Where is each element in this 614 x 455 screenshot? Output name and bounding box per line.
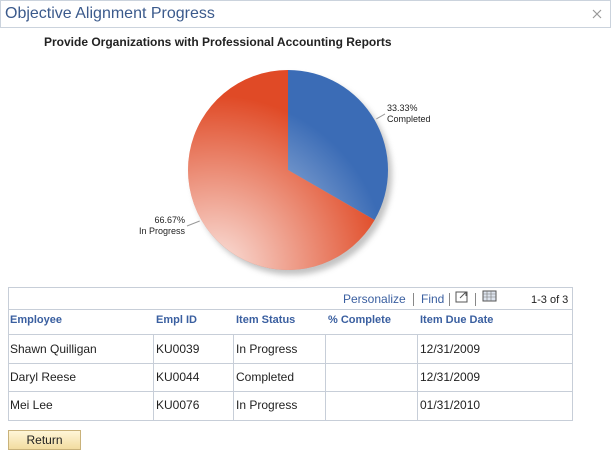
slice-value-label: 66.67% — [154, 215, 185, 225]
row-rule — [9, 391, 572, 392]
column-separator — [153, 335, 154, 420]
cell: 12/31/2009 — [420, 370, 481, 384]
slice-category-label: Completed — [387, 114, 431, 124]
close-button[interactable] — [591, 8, 603, 20]
grid — [8, 287, 573, 421]
cell: Shawn Quilligan — [10, 342, 97, 356]
grid-rule — [9, 309, 572, 310]
cell: Daryl Reese — [10, 370, 77, 384]
header-rule — [9, 334, 572, 335]
header-title: Objective Alignment Progress — [5, 5, 215, 22]
chart-title: Provide Organizations with Professional … — [44, 35, 392, 49]
view-all-icon[interactable] — [455, 290, 469, 303]
cell: In Progress — [236, 342, 298, 356]
column-header: Empl ID — [156, 314, 197, 326]
leader-line — [376, 113, 386, 120]
cell: 01/31/2010 — [420, 398, 481, 412]
chart: Provide Organizations with Professional … — [44, 35, 431, 275]
pie-slice-shine — [288, 70, 388, 220]
cell: KU0039 — [156, 342, 200, 356]
leader-line — [186, 220, 200, 227]
cell: 12/31/2009 — [420, 342, 481, 356]
separator — [475, 293, 476, 306]
personalize-link[interactable]: Personalize — [343, 292, 406, 306]
download-icon[interactable] — [482, 290, 497, 302]
column-header: Item Status — [236, 314, 296, 326]
row-rule — [9, 363, 572, 364]
cell: Completed — [236, 370, 295, 384]
pie-slice-shine — [188, 70, 375, 270]
column-separator — [233, 335, 234, 420]
cell: Mei Lee — [10, 398, 53, 412]
find-link[interactable]: Find — [421, 292, 445, 306]
column-header: % Complete — [328, 314, 391, 326]
row-count: 1-3 of 3 — [531, 294, 569, 306]
column-header: Item Due Date — [420, 314, 494, 326]
separator — [413, 293, 414, 306]
return-button[interactable]: Return — [8, 430, 81, 450]
cell: In Progress — [236, 398, 298, 412]
cell: KU0044 — [156, 370, 200, 384]
column-separator — [417, 335, 418, 420]
column-separator — [325, 335, 326, 420]
slice-category-label: In Progress — [139, 226, 186, 236]
header-bar — [0, 0, 611, 28]
slice-value-label: 33.33% — [387, 103, 418, 113]
separator — [449, 293, 450, 306]
cell: KU0076 — [156, 398, 200, 412]
column-header: Employee — [10, 314, 62, 326]
